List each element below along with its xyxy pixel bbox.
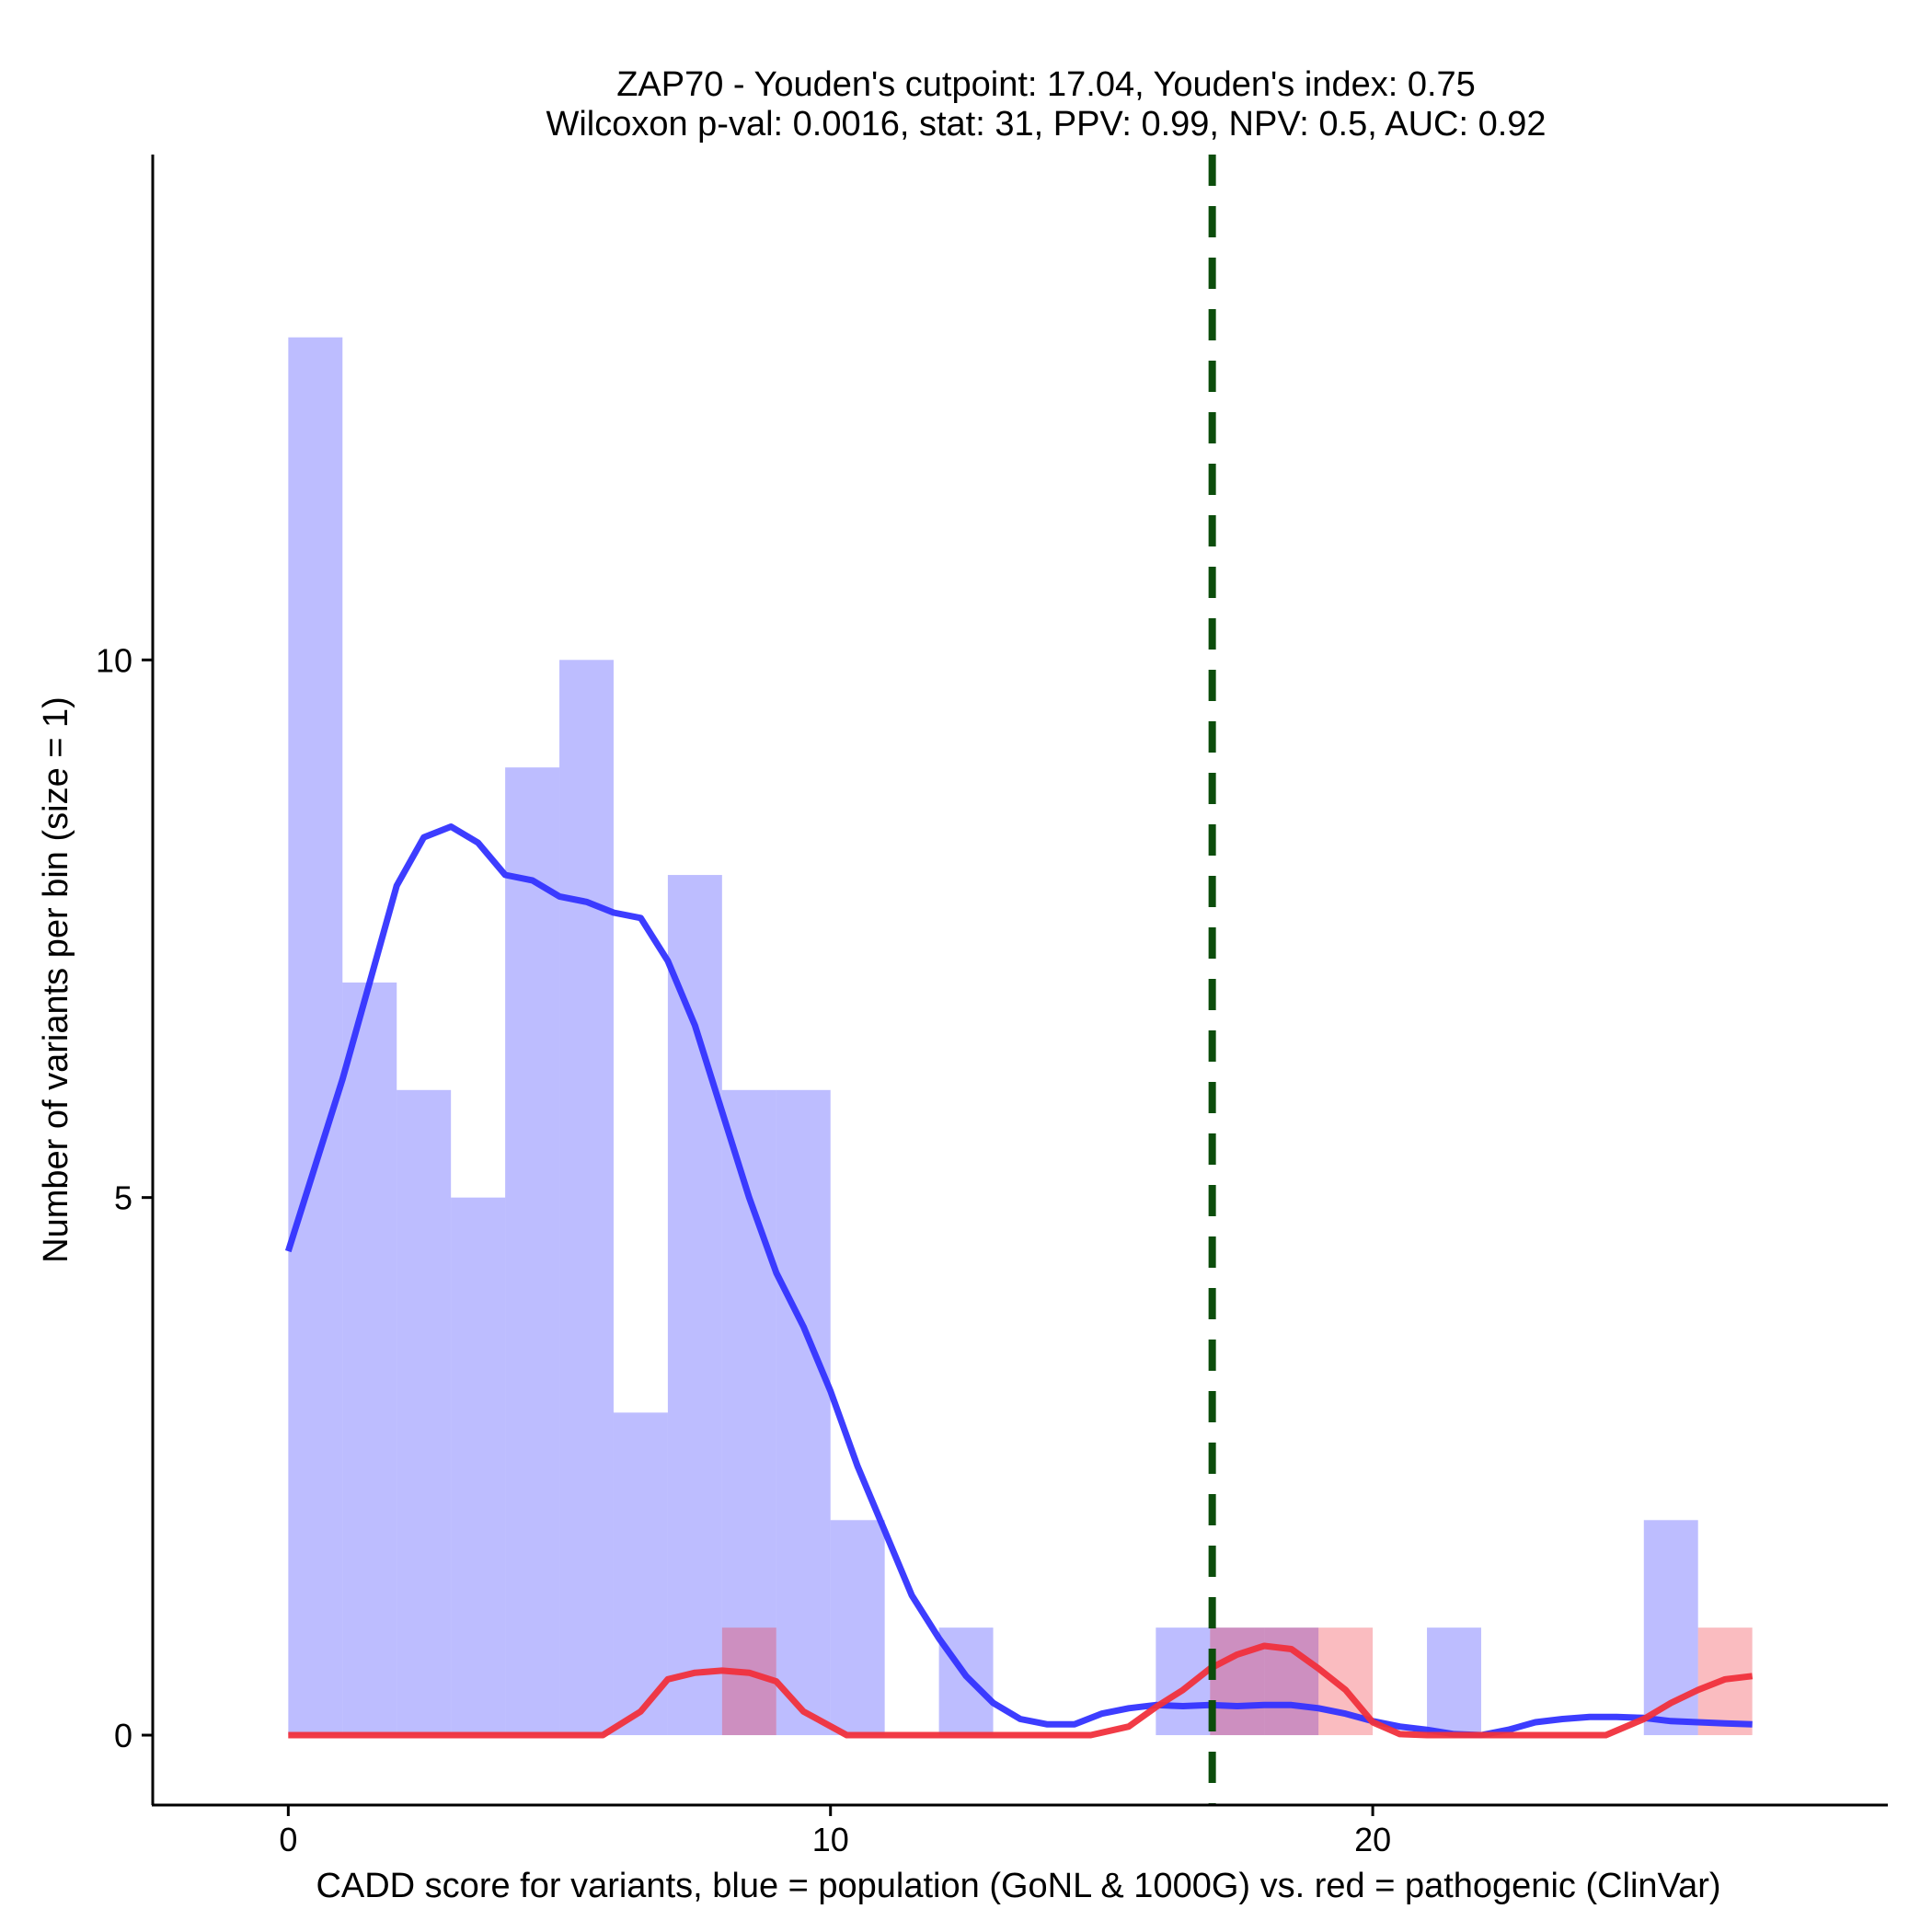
population-bar	[776, 1089, 831, 1736]
x-axis-label: CADD score for variants, blue = populati…	[316, 1867, 1720, 1905]
y-axis-ticks: 0 5 10	[96, 641, 153, 1754]
x-tick-label: 10	[812, 1821, 849, 1858]
population-bars	[288, 337, 1698, 1736]
y-tick-label: 10	[96, 641, 132, 679]
population-bar	[288, 337, 343, 1736]
population-bar	[1156, 1627, 1211, 1736]
population-bar	[397, 1089, 452, 1736]
population-bar	[1427, 1627, 1481, 1736]
x-tick-label: 0	[279, 1821, 297, 1858]
population-density-line	[284, 823, 1753, 1739]
y-tick-label: 5	[114, 1179, 132, 1217]
chart-title-line-2: Wilcoxon p-val: 0.0016, stat: 31, PPV: 0…	[546, 105, 1546, 144]
population-bar	[505, 767, 560, 1736]
population-bar	[559, 660, 614, 1736]
population-bar	[451, 1197, 506, 1736]
x-tick-label: 20	[1354, 1821, 1391, 1858]
population-bar	[1643, 1520, 1698, 1736]
x-axis-ticks: 0 10 20	[279, 1805, 1391, 1858]
y-axis-label: Number of variants per bin (size = 1)	[37, 696, 75, 1263]
plot-area	[284, 155, 1754, 1805]
pathogenic-bar	[1210, 1627, 1265, 1736]
population-bar	[342, 982, 397, 1736]
y-tick-label: 0	[114, 1717, 132, 1754]
population-bar	[938, 1627, 994, 1736]
population-bar	[667, 875, 722, 1736]
population-bar	[830, 1520, 885, 1736]
chart-title-line-1: ZAP70 - Youden's cutpoint: 17.04, Youden…	[616, 65, 1476, 104]
population-bar	[613, 1412, 668, 1736]
